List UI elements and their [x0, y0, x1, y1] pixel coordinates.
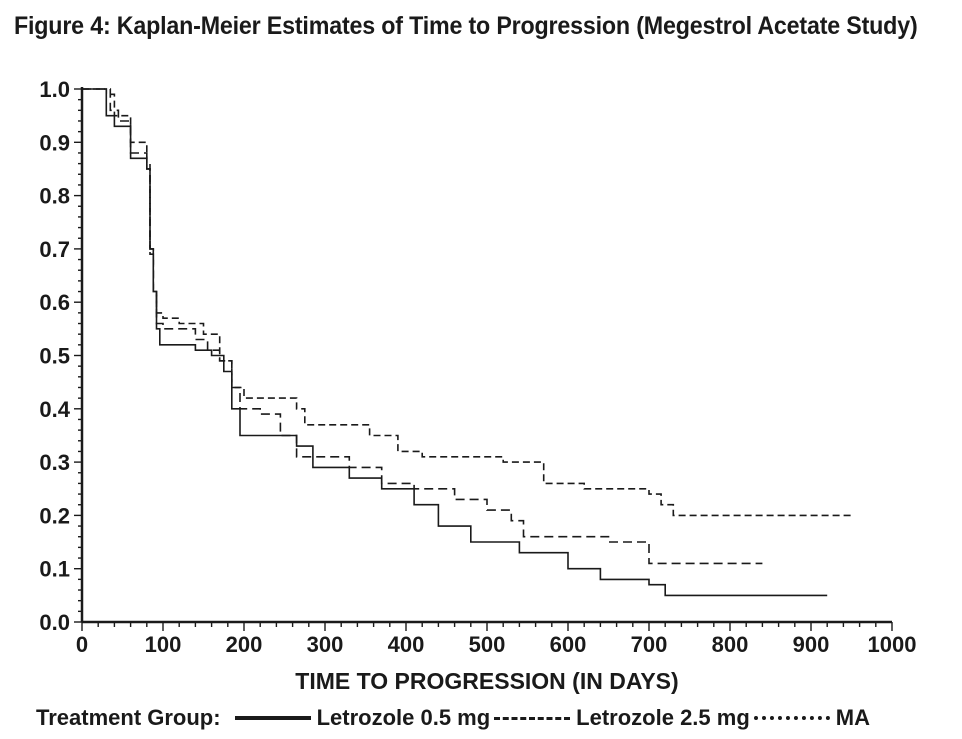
y-tick-label: 1.0: [39, 77, 70, 102]
x-tick-label: 600: [550, 632, 587, 657]
y-tick-label: 0.9: [39, 130, 70, 155]
legend: Treatment Group: Letrozole 0.5 mg Letroz…: [36, 703, 946, 733]
legend-swatch-dotted: [753, 716, 830, 720]
x-tick-label: 300: [307, 632, 344, 657]
y-tick-label: 0.8: [39, 184, 70, 209]
y-tick-label: 0.3: [39, 450, 70, 475]
x-tick-label: 500: [469, 632, 506, 657]
y-tick-label: 0.1: [39, 557, 70, 582]
series-line-1: [82, 88, 828, 597]
legend-item-ma: MA: [753, 705, 874, 731]
y-tick-label: 0.5: [39, 344, 70, 369]
x-tick-label: 1000: [868, 632, 917, 657]
series-line-3: [82, 88, 852, 517]
legend-title: Treatment Group:: [36, 705, 221, 730]
legend-item-letrozole-2-5: Letrozole 2.5 mg: [494, 705, 754, 731]
km-chart: 0.0 0.1 0.2 0.3 0.4 0.5 0.6 0.7 0.8 0.9 1.0 0 100 200…: [39, 77, 916, 694]
x-tick-label: 100: [145, 632, 182, 657]
y-tick-label: 0.2: [39, 503, 70, 528]
axes: [74, 87, 893, 631]
legend-swatch-dashed: [494, 716, 571, 720]
y-tick-label: 0.0: [39, 610, 70, 635]
x-tick-label: 200: [226, 632, 263, 657]
x-tick-label: 700: [631, 632, 668, 657]
x-tick-label: 400: [388, 632, 425, 657]
x-tick-label: 0: [76, 632, 88, 657]
x-tick-label: 800: [712, 632, 749, 657]
legend-label: Letrozole 0.5 mg: [316, 705, 491, 730]
chart-title: Figure 4: Kaplan-Meier Estimates of Time…: [14, 12, 918, 40]
y-tick-label: 0.4: [39, 397, 70, 422]
y-tick-label: 0.6: [39, 290, 70, 315]
legend-swatch-solid: [234, 716, 311, 720]
series-line-2: [82, 88, 763, 565]
axis-labels: 0.0 0.1 0.2 0.3 0.4 0.5 0.6 0.7 0.8 0.9 1.0 0 100 200…: [39, 77, 916, 694]
legend-label: MA: [835, 705, 870, 730]
y-tick-label: 0.7: [39, 237, 70, 262]
legend-item-letrozole-0-5: Letrozole 0.5 mg: [234, 705, 495, 731]
x-axis-title: TIME TO PROGRESSION (IN DAYS): [295, 668, 678, 694]
legend-label: Letrozole 2.5 mg: [576, 705, 750, 730]
series-layer: [82, 88, 852, 597]
x-tick-label: 900: [793, 632, 830, 657]
